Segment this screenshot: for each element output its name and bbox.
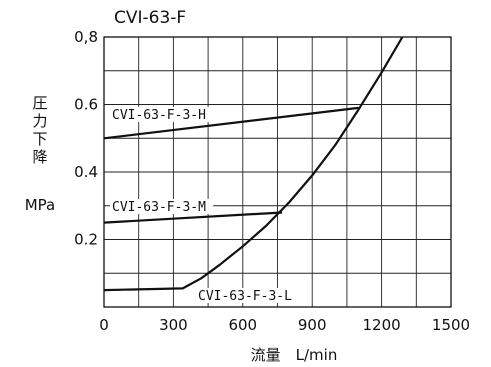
y-axis-label-char-2: 力 [32,112,47,130]
x-tick-label: 0 [99,316,109,334]
x-tick-label: 600 [228,316,257,334]
x-tick-label: 300 [159,316,188,334]
series-label-bg [196,288,300,303]
x-tick-label: 1500 [432,316,470,334]
y-axis-label-char-3: 下 [32,130,47,148]
y-tick-label: 0.6 [74,96,98,114]
y-tick-labels: 0.2 0.4 0.6 0,8 [74,28,98,249]
y-tick-label: 0.4 [74,163,98,181]
y-axis-label: 圧 力 下 降 MPa [25,94,56,214]
series-line-CVI-63-F-3-L [103,36,404,292]
series-label-CVI-63-F-3-H: CVI-63-F-3-H [112,108,206,123]
y-axis-label-char-4: 降 [32,148,47,166]
plot-frame [103,36,452,308]
series-line-CVI-63-F-3-M [103,211,283,224]
x-tick-label: 1200 [363,316,401,334]
y-tick-label: 0.2 [74,231,98,249]
series-label-CVI-63-F-3-L: CVI-63-F-3-L [198,289,292,304]
x-tick-labels: 0 300 600 900 1200 1500 [99,316,470,334]
series-labels: CVI-63-F-3-H CVI-63-F-3-M CVI-63-F-3-L [110,107,300,304]
y-axis-unit: MPa [25,196,56,214]
x-axis-label: 流量 L/min [251,346,338,364]
series-label-bg [110,199,214,214]
series-label-bg [110,107,214,122]
y-tick-label: 0,8 [74,28,98,46]
series-label-CVI-63-F-3-M: CVI-63-F-3-M [112,200,206,215]
grid [104,37,451,307]
series-line-CVI-63-F-3-H [103,106,359,140]
y-axis-label-char-1: 圧 [32,94,47,112]
chart-title: CVI-63-F [114,8,186,28]
x-tick-label: 900 [298,316,327,334]
series-lines [103,36,404,292]
